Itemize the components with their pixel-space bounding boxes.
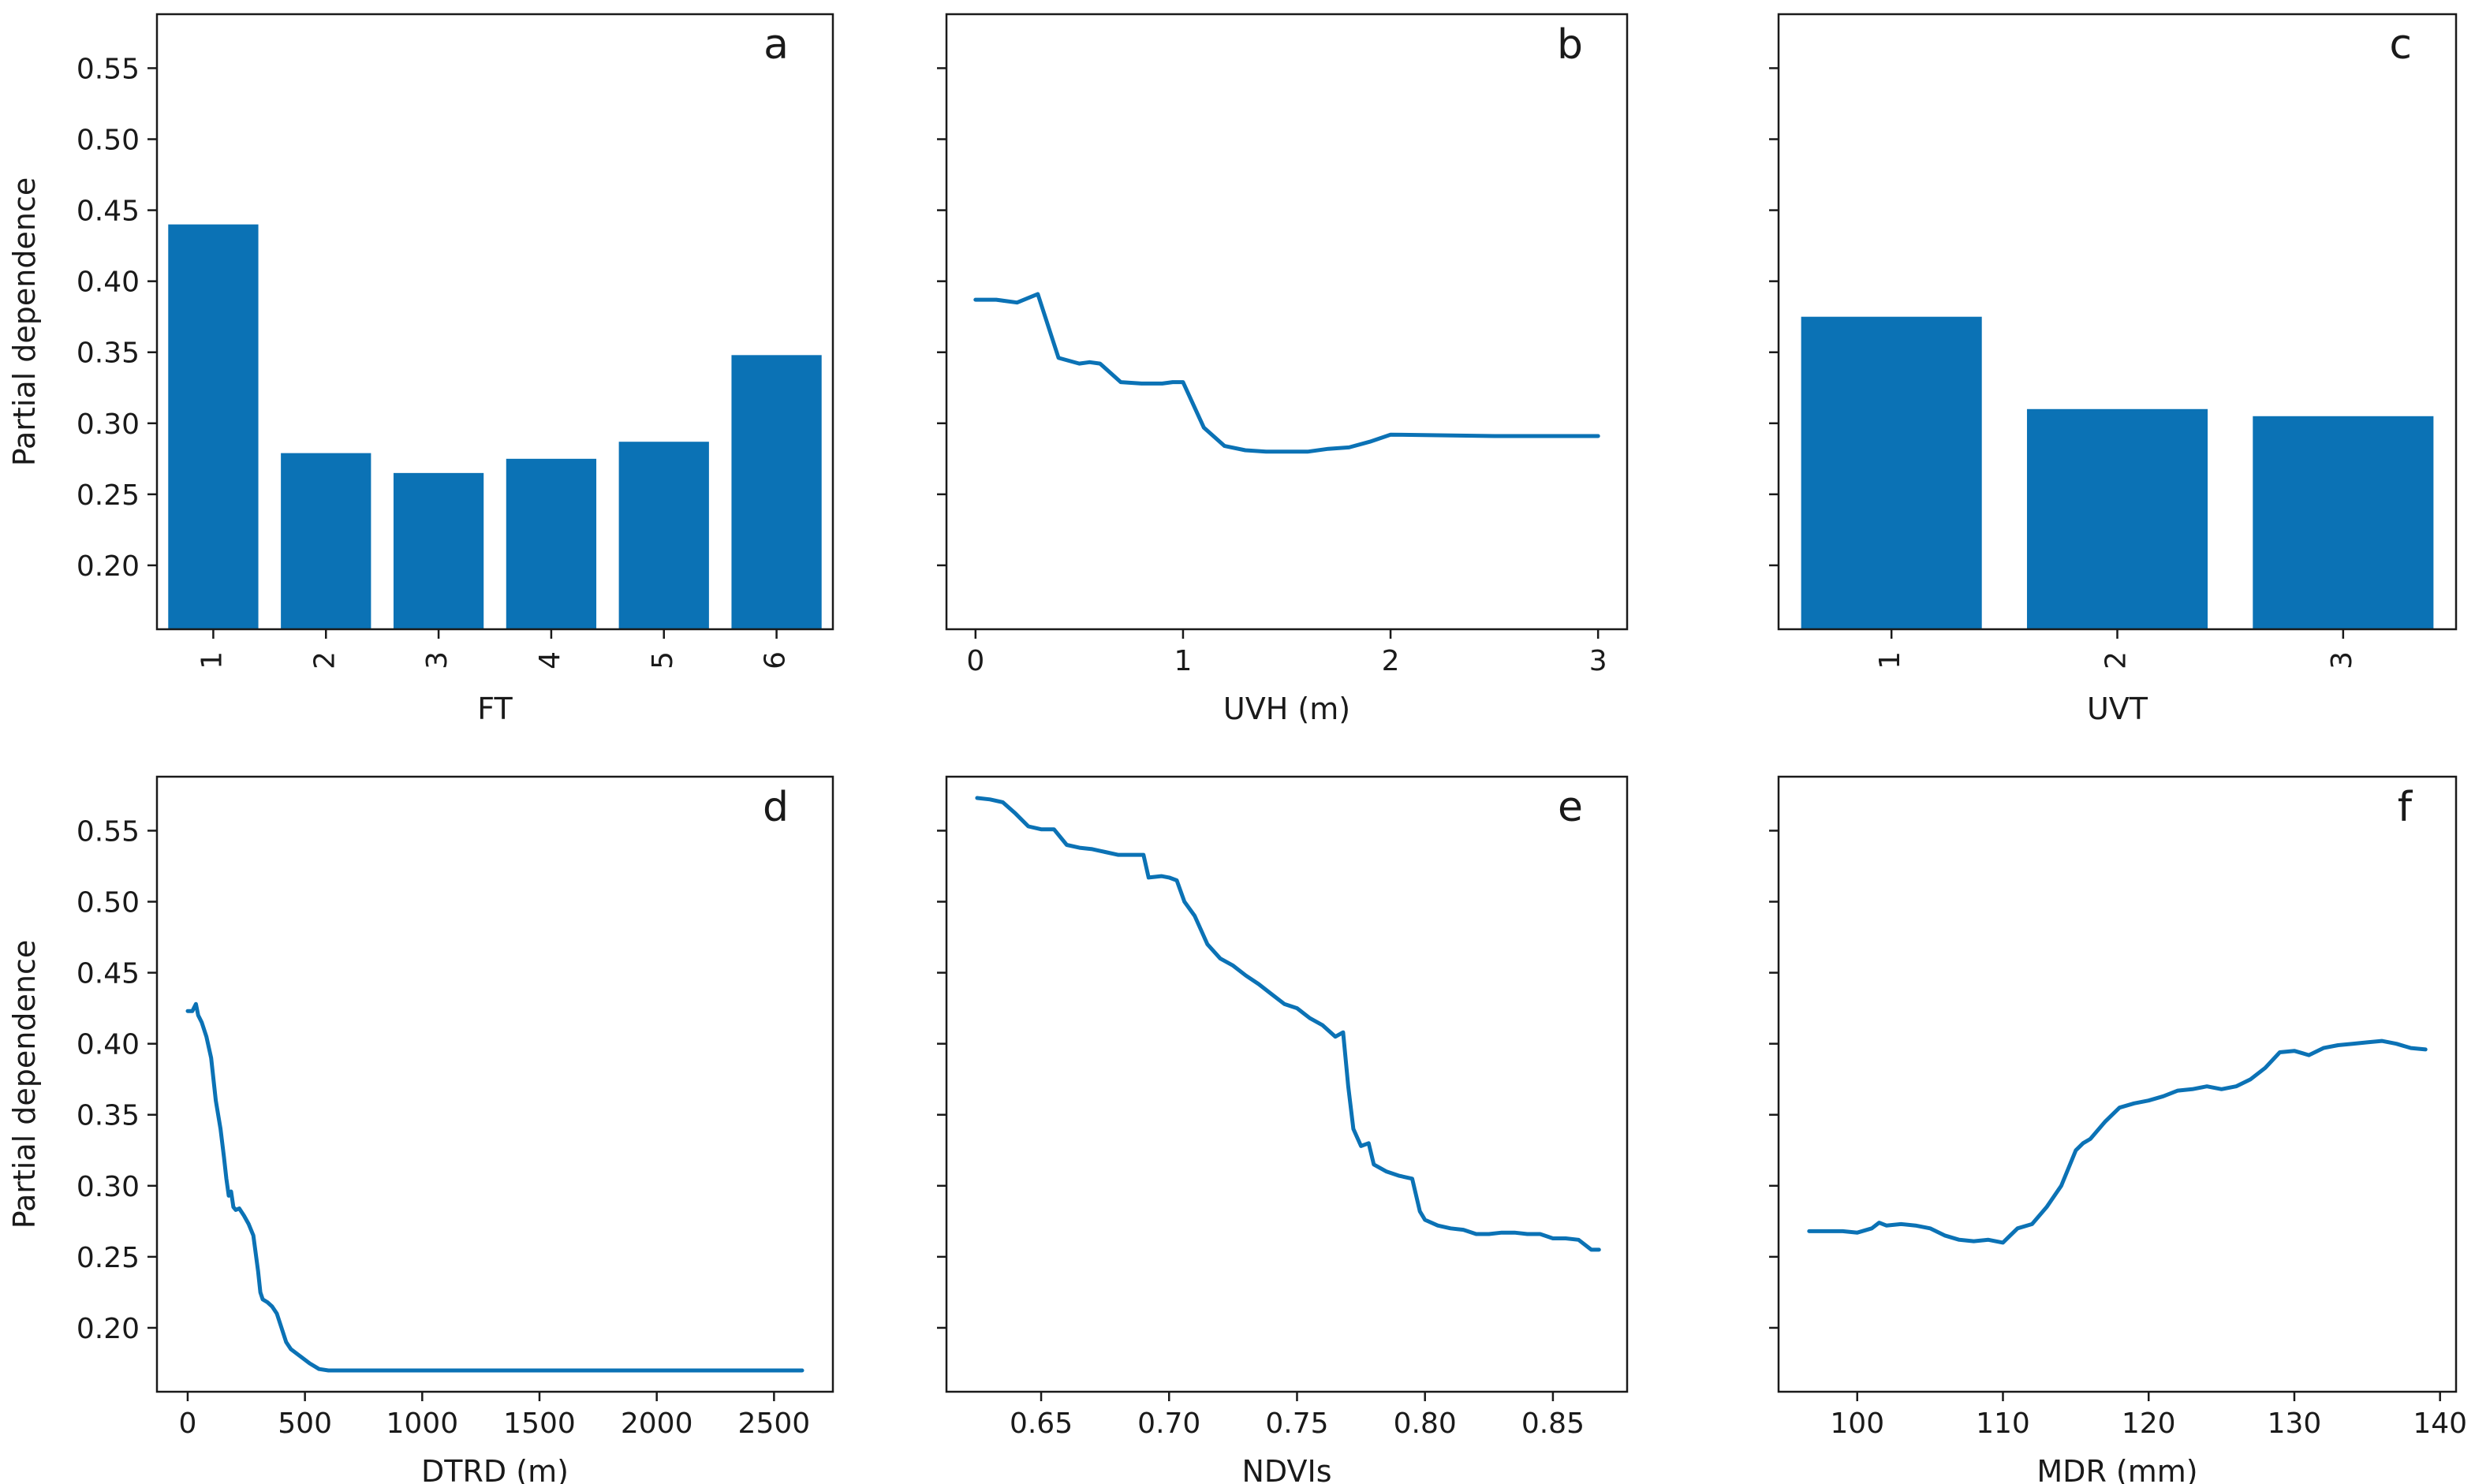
y-tick-label: 0.30 xyxy=(77,1171,140,1203)
x-tick-label: 0.65 xyxy=(1010,1408,1073,1440)
bar-a-2 xyxy=(281,453,371,629)
y-tick-label: 0.50 xyxy=(77,125,140,157)
y-tick-label: 0.55 xyxy=(77,815,140,848)
x-tick-label: 500 xyxy=(278,1408,332,1440)
axes-frame xyxy=(945,775,1629,1393)
y-axis-label: Partial dependence xyxy=(7,940,42,1229)
x-tick-label: 2000 xyxy=(621,1408,693,1440)
x-tick-label: 3 xyxy=(2326,651,2358,669)
x-tick-label: 2 xyxy=(2100,651,2133,669)
y-tick-label: 0.25 xyxy=(77,479,140,512)
x-axis-label: FT xyxy=(477,692,513,726)
y-tick-label: 0.45 xyxy=(77,196,140,228)
y-tick-label: 0.20 xyxy=(77,1313,140,1345)
panel-f: 100 110 120 130 140 f MDR (mm) xyxy=(1769,775,2467,1484)
y-tick-label: 0.50 xyxy=(77,887,140,919)
panel-b: 0 1 2 3 b UVH (m) xyxy=(937,13,1629,726)
y-tick-label: 0.30 xyxy=(77,408,140,441)
x-tick-label: 110 xyxy=(1976,1408,2030,1440)
panel-letter-f: f xyxy=(2398,784,2413,831)
y-tick-label: 0.25 xyxy=(77,1242,140,1274)
x-tick-label: 0.75 xyxy=(1265,1408,1328,1440)
y-tick-label: 0.35 xyxy=(77,1100,140,1132)
y-tick-label: 0.40 xyxy=(77,267,140,299)
bar-a-5 xyxy=(618,442,709,629)
y-tick-label: 0.40 xyxy=(77,1029,140,1061)
axes-frame xyxy=(155,775,834,1393)
x-tick-label: 140 xyxy=(2413,1408,2467,1440)
x-tick-label: 1500 xyxy=(503,1408,576,1440)
x-tick-label: 2 xyxy=(308,651,341,669)
panel-letter-a: a xyxy=(763,21,789,69)
x-tick-label: 2 xyxy=(1382,645,1400,677)
x-tick-label: 1 xyxy=(1874,651,1906,669)
y-tick-label: 0.35 xyxy=(77,337,140,370)
bar-a-3 xyxy=(393,472,484,629)
x-tick-label: 0 xyxy=(966,645,984,677)
y-axis-label: Partial dependence xyxy=(7,177,42,466)
bar-a-1 xyxy=(168,224,259,629)
panel-e: 0.65 0.70 0.75 0.80 0.85 e NDVIs xyxy=(937,775,1629,1484)
panel-letter-e: e xyxy=(1558,784,1583,831)
x-tick-label: 4 xyxy=(534,651,566,669)
x-tick-label: 1 xyxy=(196,651,228,669)
y-tick-label: 0.55 xyxy=(77,53,140,85)
x-tick-label: 6 xyxy=(760,651,792,669)
axes-frame xyxy=(945,13,1629,631)
bar-c-1 xyxy=(1801,316,1982,629)
series-line-f xyxy=(1807,1038,2428,1245)
x-tick-label: 3 xyxy=(1589,645,1607,677)
x-tick-label: 0 xyxy=(179,1408,197,1440)
x-axis-label: UVT xyxy=(2087,692,2148,726)
panel-letter-b: b xyxy=(1557,21,1583,69)
x-axis-label: UVH (m) xyxy=(1223,692,1350,726)
x-tick-label: 3 xyxy=(421,651,454,669)
x-tick-label: 1 xyxy=(1174,645,1192,677)
panel-letter-c: c xyxy=(2389,21,2412,69)
x-axis-label: DTRD (m) xyxy=(421,1454,569,1484)
bar-a-6 xyxy=(731,355,822,629)
panel-d: 0.20 0.25 0.30 0.35 0.40 0.45 0.50 0.55 0 500 1000… xyxy=(7,775,834,1484)
bar-c-2 xyxy=(2026,408,2208,629)
series-line-d xyxy=(185,1001,804,1373)
x-tick-label: 0.70 xyxy=(1137,1408,1200,1440)
x-tick-label: 120 xyxy=(2122,1408,2176,1440)
x-tick-label: 100 xyxy=(1830,1408,1884,1440)
x-tick-label: 0.85 xyxy=(1521,1408,1585,1440)
series-line-e xyxy=(975,796,1601,1252)
axes-frame xyxy=(1777,775,2458,1393)
panel-a: 0.20 0.25 0.30 0.35 0.40 0.45 0.50 0.55 1 2 3 4 5 6 a F… xyxy=(7,13,834,726)
y-tick-label: 0.45 xyxy=(77,958,140,990)
series-line-b xyxy=(973,292,1600,454)
panel-letter-d: d xyxy=(763,784,789,831)
bar-c-3 xyxy=(2253,416,2434,629)
axes-frame xyxy=(155,13,834,631)
x-tick-label: 5 xyxy=(647,651,679,669)
x-tick-label: 1000 xyxy=(386,1408,459,1440)
panel-c: 1 2 3 c UVT xyxy=(1769,13,2458,726)
x-tick-label: 130 xyxy=(2268,1408,2322,1440)
x-axis-label: MDR (mm) xyxy=(2036,1454,2197,1484)
x-tick-label: 2500 xyxy=(738,1408,811,1440)
bar-a-4 xyxy=(506,458,597,629)
y-tick-label: 0.20 xyxy=(77,550,140,583)
x-axis-label: NDVIs xyxy=(1241,1454,1331,1484)
x-tick-label: 0.80 xyxy=(1394,1408,1457,1440)
axes-frame xyxy=(1777,13,2458,631)
